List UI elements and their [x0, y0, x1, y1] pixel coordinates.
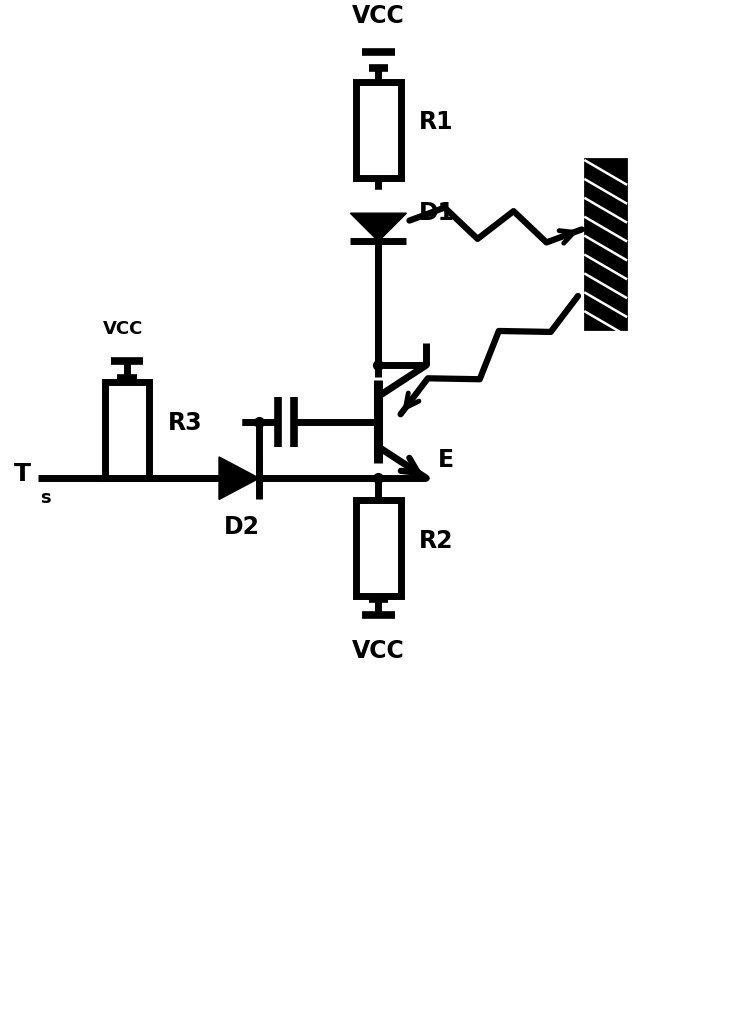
Text: E: E — [437, 448, 453, 472]
Text: VCC: VCC — [352, 639, 405, 662]
Text: T: T — [14, 462, 31, 486]
Text: VCC: VCC — [352, 4, 405, 28]
Polygon shape — [219, 457, 259, 499]
Bar — [356, 500, 401, 596]
Text: VCC: VCC — [103, 319, 143, 338]
Text: R1: R1 — [419, 110, 453, 134]
Bar — [105, 382, 149, 478]
Bar — [356, 82, 401, 178]
Text: D2: D2 — [223, 516, 260, 539]
Bar — [585, 159, 626, 330]
Polygon shape — [350, 213, 407, 242]
Text: D1: D1 — [419, 201, 455, 225]
Text: R3: R3 — [168, 410, 203, 435]
Text: s: s — [41, 489, 51, 508]
Text: R2: R2 — [419, 529, 453, 553]
